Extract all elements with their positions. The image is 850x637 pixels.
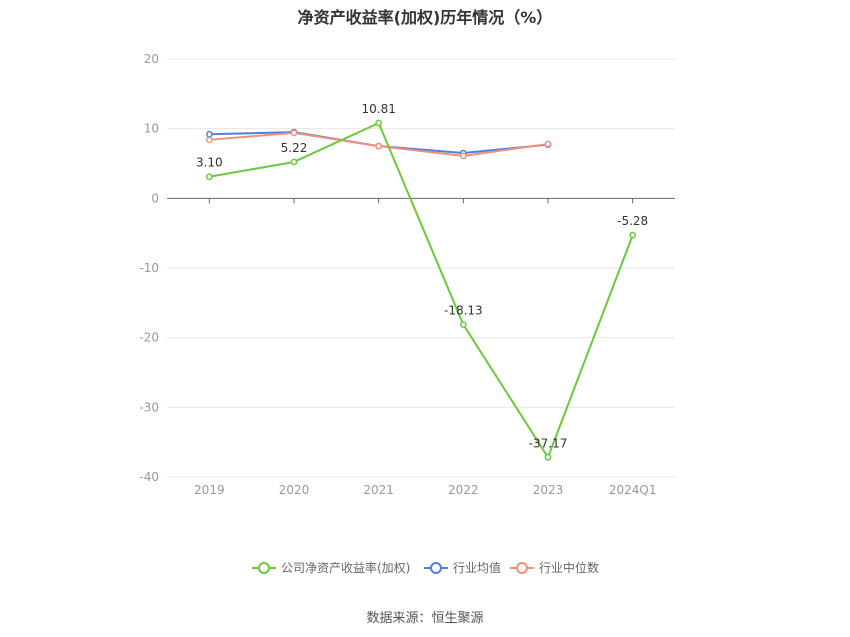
y-tick-label: 10 xyxy=(144,122,159,136)
y-tick-label: -10 xyxy=(139,261,159,275)
data-label: -37.17 xyxy=(529,436,568,450)
series-point xyxy=(459,152,467,160)
legend-marker xyxy=(430,562,442,574)
data-source: 数据来源：恒生聚源 xyxy=(366,611,484,626)
legend: 公司净资产收益率(加权) 行业均值 行业中位数 xyxy=(252,560,599,575)
x-axis: 2019 2020 2021 2022 2023 2024Q1 xyxy=(167,197,675,497)
data-label: 10.81 xyxy=(361,102,395,116)
legend-label: 行业均值 xyxy=(453,560,501,575)
series-point xyxy=(290,129,298,137)
series-point xyxy=(459,321,467,328)
y-tick-label: -30 xyxy=(139,400,159,414)
x-tick-label: 2021 xyxy=(363,483,394,497)
data-label: 5.22 xyxy=(281,141,308,155)
series-point xyxy=(375,119,383,127)
series-point xyxy=(544,140,552,148)
series-line xyxy=(209,122,634,459)
series-point xyxy=(375,142,383,150)
series-point xyxy=(544,453,552,461)
x-tick-label: 2022 xyxy=(448,483,479,497)
legend-label: 行业中位数 xyxy=(539,560,599,575)
x-tick-label: 2023 xyxy=(533,483,564,497)
data-label: -5.28 xyxy=(617,214,648,228)
data-label: -18.13 xyxy=(444,304,483,318)
y-tick-label: -20 xyxy=(139,331,159,345)
y-tick-label: 20 xyxy=(144,52,159,66)
data-label: 3.10 xyxy=(196,156,223,170)
y-tick-label: -40 xyxy=(139,470,159,484)
x-tick-label: 2020 xyxy=(279,483,310,497)
series-layer xyxy=(205,119,637,461)
series-point xyxy=(290,158,298,166)
y-axis: 20 10 0 -10 -20 -30 -40 xyxy=(139,52,159,484)
series-point xyxy=(205,130,213,138)
grid-lines xyxy=(167,58,675,478)
x-tick-label: 2024Q1 xyxy=(609,483,657,497)
legend-marker xyxy=(258,562,270,574)
data-labels: 3.10 5.22 10.81 -18.13 -37.17 -5.28 xyxy=(196,102,648,450)
legend-marker xyxy=(516,562,528,574)
legend-label: 公司净资产收益率(加权) xyxy=(281,560,410,575)
series-point xyxy=(629,231,637,239)
y-tick-label: 0 xyxy=(151,191,159,205)
x-tick-label: 2019 xyxy=(194,483,225,497)
chart-title: 净资产收益率(加权)历年情况（%） xyxy=(297,8,553,27)
series-point xyxy=(205,136,213,144)
series-point xyxy=(205,173,213,181)
